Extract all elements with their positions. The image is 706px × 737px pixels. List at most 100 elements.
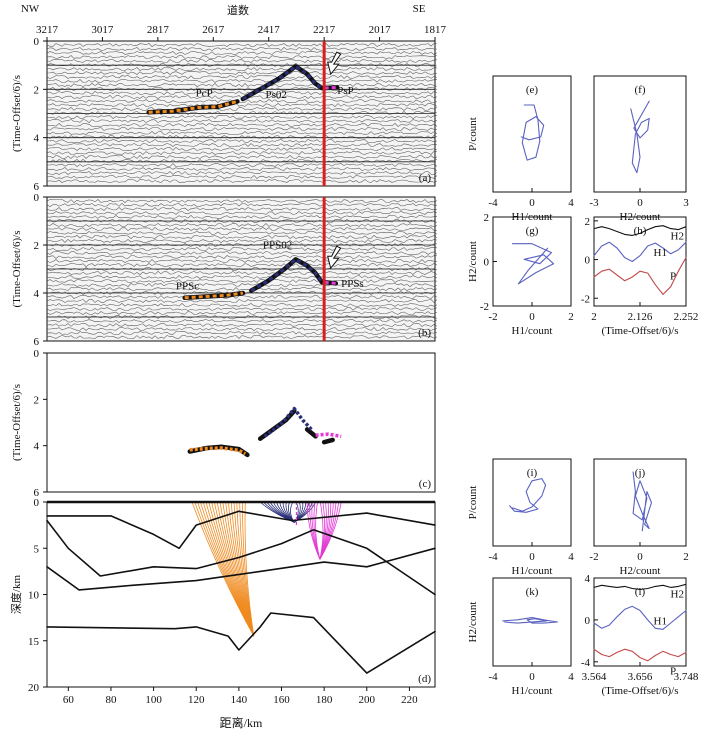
x-tick-label-j: 0 <box>637 551 643 563</box>
wiggle-line <box>46 299 438 303</box>
x-axis-label-h: (Time-Offset/6)/s <box>602 325 679 337</box>
wiggle-line <box>46 51 438 55</box>
wiggle-line <box>46 235 438 239</box>
y-tick-label-c: 2 <box>34 394 40 406</box>
x-tick-label-i: 4 <box>568 551 574 563</box>
y-axis-label-e: P/count <box>467 117 479 151</box>
x-tick-label-d: 140 <box>231 694 248 706</box>
y-tick-label-d: 20 <box>28 682 40 694</box>
trace-P-h <box>593 257 687 295</box>
wiggle-line <box>47 163 438 167</box>
observed-pick-segment-2 <box>304 427 318 439</box>
wiggle-line <box>46 99 438 103</box>
y-tick-label-d: 15 <box>28 636 40 648</box>
x-tick-label-d: 60 <box>63 694 75 706</box>
y-tick-label-g: 0 <box>484 257 490 269</box>
wiggle-line <box>46 147 438 151</box>
x-tick-label-d: 100 <box>145 694 162 706</box>
y-axis-label-d: 深度/km <box>9 575 23 615</box>
x-axis-label-l: (Time-Offset/6)/s <box>602 685 679 697</box>
panel-a-wiggle-texture <box>46 43 438 183</box>
phase-Ps02-pick <box>242 64 323 101</box>
model-interface-2 <box>46 547 436 591</box>
wiggle-line <box>46 91 438 95</box>
y-tick-label-a: 2 <box>34 84 40 96</box>
panel-label-b: (b) <box>418 327 431 339</box>
x-tick-label-h: 2.126 <box>628 311 653 323</box>
observed-pick-segment-3 <box>321 437 335 445</box>
top-tick-label: 2217 <box>313 24 336 36</box>
trace-label-P-l: P <box>670 665 676 677</box>
particle-motion-curve-e <box>520 104 545 161</box>
model-interface-3 <box>46 612 436 674</box>
modeled-PPS02 <box>263 406 313 438</box>
x-tick-label-g: -2 <box>488 311 497 323</box>
y-tick-label-d: 0 <box>34 497 40 509</box>
top-right-direction: SE <box>413 3 426 15</box>
white-arrow-icon-b <box>327 245 342 270</box>
wiggle-line <box>46 215 438 219</box>
y-axis-label-a: (Time-Offset/6)/s <box>11 75 23 152</box>
wiggle-line <box>46 323 438 327</box>
y-tick-label-c: 4 <box>34 441 40 453</box>
phase-label-PcP: PcP <box>196 88 213 100</box>
x-tick-label-e: -4 <box>488 197 498 209</box>
y-tick-label-c: 6 <box>34 487 40 499</box>
x-tick-label-f: 0 <box>637 197 643 209</box>
wiggle-line <box>46 275 438 279</box>
wiggle-line <box>46 327 438 331</box>
x-tick-label-h: 2.252 <box>674 311 699 323</box>
panel-label-k: (k) <box>526 586 539 598</box>
x-tick-label-d: 180 <box>316 694 333 706</box>
x-axis-label-k: H1/count <box>512 685 553 697</box>
y-axis-label-k: H2/count <box>467 602 479 643</box>
wiggle-line <box>46 335 438 339</box>
wiggle-line <box>46 331 438 335</box>
panel-label-d: (d) <box>418 673 431 685</box>
x-tick-label-l: 3.748 <box>674 671 699 683</box>
y-tick-label-a: 0 <box>34 36 40 48</box>
wiggle-line <box>46 267 438 271</box>
phase-label-PPSs: PPSs <box>341 278 364 290</box>
x-tick-label-e: 0 <box>529 197 535 209</box>
wiggle-line <box>46 139 438 143</box>
top-tick-label: 2817 <box>147 24 170 36</box>
top-tick-label: 3017 <box>91 24 114 36</box>
wiggle-line <box>46 255 438 259</box>
ray-fan-PPSc <box>191 501 255 637</box>
particle-motion-curve-i <box>509 478 547 513</box>
wiggle-line <box>46 83 438 87</box>
x-tick-label-d: 220 <box>401 694 418 706</box>
y-tick-label-g: 2 <box>484 212 490 224</box>
phase-label-PPSc: PPSc <box>176 280 199 292</box>
x-tick-label-d: 200 <box>359 694 376 706</box>
phase-PPS02-pick <box>250 257 324 292</box>
y-tick-label-a: 4 <box>34 133 40 145</box>
phase-label-Ps02: Ps02 <box>265 89 286 101</box>
wiggle-line <box>46 239 438 243</box>
wiggle-line <box>46 311 438 315</box>
x-tick-label-j: -2 <box>589 551 598 563</box>
y-tick-label-b: 4 <box>34 288 40 300</box>
x-tick-label-i: -4 <box>488 551 498 563</box>
y-axis-label-c: (Time-Offset/6)/s <box>11 384 23 461</box>
wiggle-line <box>46 271 438 275</box>
panel-label-e: (e) <box>526 84 539 96</box>
panel-label-f: (f) <box>635 84 646 96</box>
phase-PPSc-pick <box>184 291 244 300</box>
particle-motion-curve-g <box>511 243 555 285</box>
modeled-PPSs <box>315 432 342 439</box>
wiggle-line <box>46 295 438 299</box>
panel-label-a: (a) <box>419 172 432 184</box>
wiggle-line <box>46 227 438 231</box>
particle-motion-curve-k <box>502 617 558 624</box>
y-tick-label-h: -2 <box>581 293 590 305</box>
wiggle-line <box>46 307 438 311</box>
trace-label-H2-h: H2 <box>671 231 684 243</box>
y-tick-label-b: 0 <box>34 192 40 204</box>
y-tick-label-h: 2 <box>585 216 591 228</box>
wiggle-line <box>46 127 438 131</box>
white-arrow-icon-a <box>327 51 342 76</box>
phase-label-PPS02: PPS02 <box>263 240 292 252</box>
